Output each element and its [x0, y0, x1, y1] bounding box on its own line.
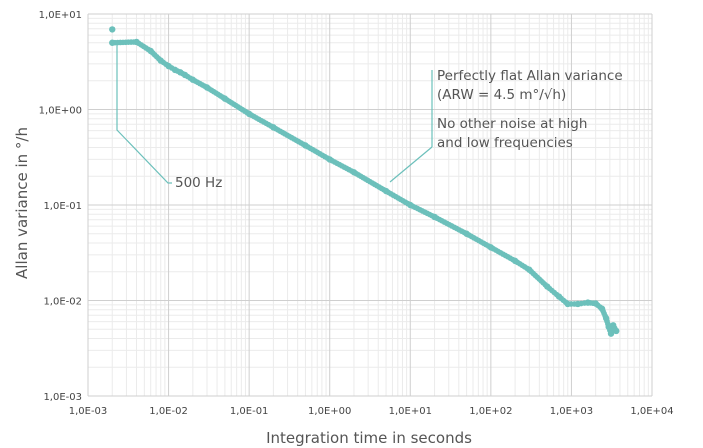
- annotation-lines: [116, 41, 433, 184]
- x-tick-label: 1,0E+01: [389, 406, 432, 417]
- x-axis-tick-labels: 1,0E-03 1,0E-02 1,0E-01 1,0E+00 1,0E+01 1,0E+…: [69, 406, 674, 417]
- x-tick-label: 1,0E+03: [550, 406, 593, 417]
- y-tick-label: 1,0E-01: [43, 201, 82, 212]
- x-tick-label: 1,0E+04: [630, 406, 673, 417]
- y-tick-label: 1,0E-03: [43, 392, 82, 403]
- x-tick-label: 1,0E+02: [469, 406, 512, 417]
- x-tick-label: 1,0E-02: [149, 406, 188, 417]
- annotation-arw-line-2: (ARW = 4.5 m°/√h): [437, 87, 566, 103]
- y-axis-tick-labels: 1,0E-03 1,0E-02 1,0E-01 1,0E+00 1,0E+01: [39, 10, 82, 403]
- y-tick-label: 1,0E+01: [39, 10, 82, 21]
- x-tick-label: 1,0E-03: [69, 406, 108, 417]
- annotation-noise-line-2: and low frequencies: [437, 135, 573, 151]
- y-tick-label: 1,0E+00: [39, 106, 82, 117]
- x-axis-title: Integration time in seconds: [266, 429, 472, 447]
- x-tick-label: 1,0E-01: [230, 406, 269, 417]
- annotation-500hz-leader: [116, 41, 172, 184]
- annotation-500hz-label: 500 Hz: [175, 175, 222, 191]
- data-point: [613, 327, 620, 335]
- y-axis-title: Allan variance in °/h: [13, 127, 31, 279]
- data-points: [109, 26, 620, 337]
- data-point: [109, 26, 116, 33]
- annotation-arw-leader: [389, 146, 433, 183]
- major-gridlines: [87, 13, 653, 397]
- annotation-noise-line-1: No other noise at high: [437, 116, 587, 132]
- y-tick-label: 1,0E-02: [43, 297, 82, 308]
- x-tick-label: 1,0E+00: [308, 406, 351, 417]
- annotation-arw-line-1: Perfectly flat Allan variance: [437, 68, 623, 84]
